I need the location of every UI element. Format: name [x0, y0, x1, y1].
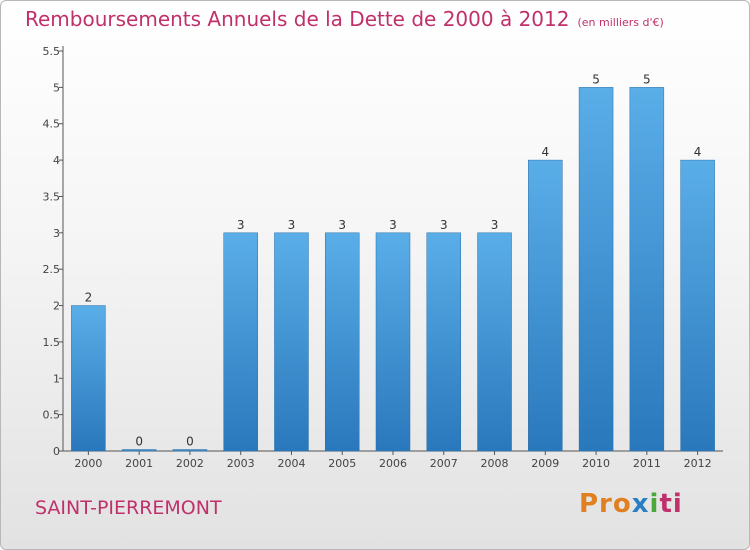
- x-tick-label: 2002: [176, 457, 204, 470]
- data-label: 5: [592, 72, 600, 86]
- x-tick-label: 2003: [227, 457, 255, 470]
- logo-part-1: Pro: [579, 489, 632, 519]
- data-label: 3: [491, 218, 499, 232]
- bar: [324, 232, 360, 452]
- bar: [578, 87, 614, 452]
- chart-title-text: Remboursements Annuels de la Dette de 20…: [25, 7, 570, 31]
- data-label: 3: [237, 218, 245, 232]
- y-tick-label: 1.5: [43, 336, 61, 349]
- x-tick-label: 2006: [379, 457, 407, 470]
- bar: [528, 159, 563, 452]
- data-labels: 2 0 0 3 3 3 3 3 3 4 5 5 4: [85, 72, 702, 448]
- data-label: 3: [288, 218, 296, 232]
- x-tick-label: 2011: [633, 457, 661, 470]
- x-tick-label: 2008: [481, 457, 509, 470]
- data-label: 3: [440, 218, 448, 232]
- data-label: 4: [694, 145, 702, 159]
- bar: [223, 232, 258, 452]
- bar: [375, 232, 411, 452]
- logo-part-3: i: [649, 489, 660, 519]
- data-label: 2: [85, 291, 93, 305]
- y-tick-label: 0.5: [43, 409, 61, 422]
- y-tick-label: 3: [53, 227, 60, 240]
- x-tick-label: 2012: [684, 457, 712, 470]
- bar: [426, 232, 462, 452]
- data-label: 4: [541, 145, 549, 159]
- bar: [274, 232, 309, 452]
- data-label: 0: [186, 435, 194, 449]
- place-name: SAINT-PIERREMONT: [35, 497, 222, 519]
- x-tick-label: 2001: [125, 457, 153, 470]
- x-tick-label: 2004: [277, 457, 305, 470]
- y-tick-label: 4: [53, 154, 60, 167]
- y-tick-label: 5: [53, 81, 60, 94]
- y-tick-label: 2.5: [43, 263, 61, 276]
- y-tick-label: 5.5: [43, 45, 61, 58]
- y-tick-label: 0: [53, 445, 60, 458]
- bar: [680, 159, 715, 452]
- data-label: 3: [389, 218, 397, 232]
- proxiti-logo: Proxiti: [579, 489, 683, 519]
- bars: [71, 87, 715, 452]
- x-tick-label: 2000: [74, 457, 102, 470]
- data-label: 5: [643, 72, 651, 86]
- bar: [477, 232, 512, 452]
- logo-part-4: ti: [659, 489, 683, 519]
- bar: [71, 305, 106, 452]
- y-tick-label: 2: [53, 300, 60, 313]
- x-tick-label: 2007: [430, 457, 458, 470]
- bar: [121, 449, 157, 452]
- logo-part-2: x: [631, 489, 650, 519]
- chart-subtitle: (en milliers d'€): [577, 16, 664, 29]
- bar: [629, 87, 665, 452]
- y-tick-label: 1: [53, 372, 60, 385]
- data-label: 0: [135, 435, 143, 449]
- y-tick-label: 3.5: [43, 190, 61, 203]
- data-label: 3: [338, 218, 346, 232]
- x-tick-label: 2010: [582, 457, 610, 470]
- chart-title: Remboursements Annuels de la Dette de 20…: [25, 7, 664, 31]
- x-tick-label: 2009: [531, 457, 559, 470]
- bar: [172, 449, 208, 452]
- y-tick-label: 4.5: [43, 118, 61, 131]
- x-tick-label: 2005: [328, 457, 356, 470]
